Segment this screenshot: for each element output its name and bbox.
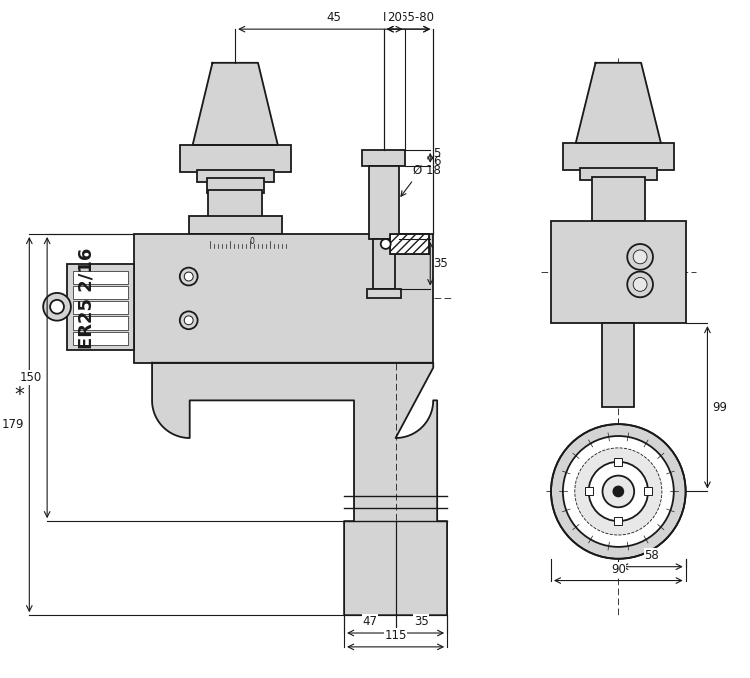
- Bar: [73, 271, 128, 284]
- Bar: [67, 264, 134, 350]
- Bar: [189, 216, 282, 234]
- Text: 6: 6: [433, 155, 441, 168]
- Polygon shape: [576, 63, 661, 143]
- Circle shape: [184, 272, 194, 281]
- Text: 99: 99: [712, 401, 728, 414]
- Bar: [73, 286, 128, 299]
- Circle shape: [627, 244, 653, 270]
- Bar: [551, 221, 686, 323]
- Text: I= 65-80: I= 65-80: [383, 12, 434, 24]
- Circle shape: [627, 272, 653, 297]
- Bar: [73, 332, 128, 345]
- Bar: [362, 150, 406, 165]
- Text: 115: 115: [385, 629, 406, 642]
- Circle shape: [551, 424, 686, 559]
- Text: 35: 35: [414, 615, 429, 628]
- Bar: [206, 178, 264, 193]
- Circle shape: [180, 268, 197, 285]
- Bar: [373, 239, 394, 289]
- Bar: [73, 317, 128, 330]
- Bar: [73, 301, 128, 315]
- Circle shape: [589, 462, 648, 521]
- Circle shape: [633, 250, 647, 264]
- Circle shape: [180, 311, 197, 330]
- Circle shape: [563, 436, 674, 547]
- Text: 150: 150: [20, 371, 42, 384]
- Text: 0: 0: [250, 237, 254, 246]
- Bar: [209, 190, 262, 219]
- Bar: [580, 167, 657, 180]
- Bar: [390, 234, 429, 254]
- Circle shape: [50, 300, 64, 314]
- Bar: [196, 170, 274, 182]
- Bar: [614, 517, 622, 525]
- Bar: [644, 487, 652, 496]
- Text: 45: 45: [327, 12, 342, 24]
- Circle shape: [614, 487, 623, 496]
- Circle shape: [381, 239, 391, 249]
- Text: 5: 5: [433, 147, 440, 161]
- Bar: [390, 234, 429, 254]
- Bar: [614, 458, 622, 466]
- Circle shape: [184, 316, 194, 325]
- Circle shape: [633, 277, 647, 292]
- Bar: [602, 323, 634, 407]
- Polygon shape: [152, 363, 447, 615]
- Text: 35: 35: [433, 257, 448, 271]
- Text: Ø 18: Ø 18: [413, 163, 441, 177]
- Text: 47: 47: [362, 615, 377, 628]
- Text: 90: 90: [611, 563, 626, 576]
- Bar: [134, 234, 434, 363]
- Circle shape: [574, 448, 662, 535]
- Bar: [585, 487, 592, 496]
- Polygon shape: [193, 63, 278, 145]
- Circle shape: [44, 293, 71, 321]
- Bar: [369, 165, 398, 239]
- Text: 179: 179: [2, 418, 24, 431]
- Text: 20: 20: [387, 12, 402, 24]
- Circle shape: [602, 475, 634, 507]
- Text: 58: 58: [644, 549, 659, 562]
- Bar: [180, 145, 291, 172]
- Bar: [592, 177, 645, 221]
- Bar: [367, 289, 400, 298]
- Text: *: *: [14, 385, 24, 405]
- Text: ER25 2/16: ER25 2/16: [78, 247, 96, 349]
- Bar: [563, 143, 674, 170]
